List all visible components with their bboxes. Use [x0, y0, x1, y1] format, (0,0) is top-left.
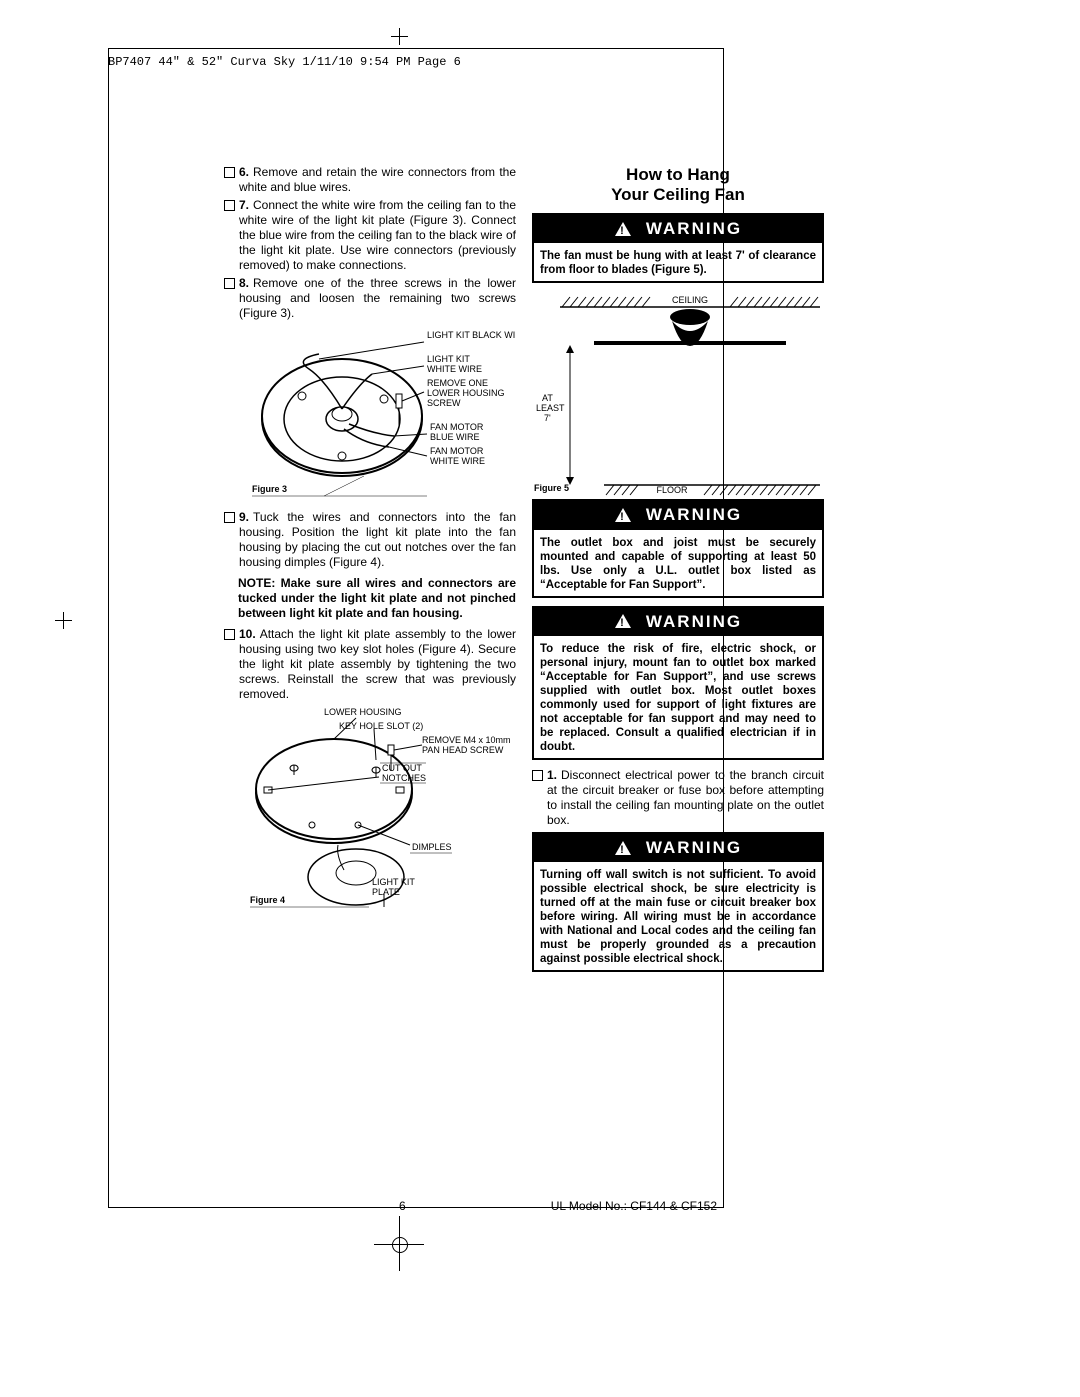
warning-icon: ! [614, 507, 632, 523]
step-num: 1. [547, 768, 557, 782]
warning-bar: ! WARNING [534, 215, 822, 243]
warning-icon: ! [614, 613, 632, 629]
step-num: 7. [239, 198, 249, 212]
model-number: UL Model No.: CF144 & CF152 [551, 1199, 717, 1213]
svg-text:REMOVE ONELOWER HOUSINGSCREW: REMOVE ONELOWER HOUSINGSCREW [427, 378, 505, 408]
note-text: NOTE: Make sure all wires and connectors… [238, 576, 516, 621]
svg-text:!: ! [620, 617, 626, 629]
page-number: 6 [399, 1199, 406, 1213]
crop-left-v [63, 612, 64, 629]
left-column: 6.Remove and retain the wire connectors … [224, 165, 516, 980]
svg-text:Figure 5: Figure 5 [534, 483, 569, 493]
warning-label: WARNING [646, 611, 742, 632]
svg-text:LOWER HOUSING: LOWER HOUSING [324, 707, 402, 717]
svg-text:FLOOR: FLOOR [656, 485, 688, 495]
print-area: 6.Remove and retain the wire connectors … [108, 48, 724, 1208]
svg-text:LIGHT KITWHITE WIRE: LIGHT KITWHITE WIRE [427, 354, 482, 374]
step-text: Remove one of the three screws in the lo… [239, 276, 516, 320]
warning-label: WARNING [646, 837, 742, 858]
step-text: Tuck the wires and connectors into the f… [239, 510, 516, 569]
step-text: Remove and retain the wire connectors fr… [239, 165, 516, 194]
svg-text:LIGHT KITPLATE: LIGHT KITPLATE [372, 877, 415, 897]
svg-text:Figure 3: Figure 3 [252, 484, 287, 494]
reg-circle-bot [392, 1237, 408, 1253]
svg-text:!: ! [620, 844, 626, 856]
svg-text:ATLEAST7': ATLEAST7' [536, 393, 565, 423]
checkbox-icon [224, 167, 235, 178]
checkbox-icon [224, 629, 235, 640]
warning-3-text: To reduce the risk of fire, electric sho… [534, 638, 822, 758]
crop-top-h [391, 36, 408, 37]
hang-step-1: 1.Disconnect electrical power to the bra… [532, 768, 824, 828]
checkbox-icon [224, 278, 235, 289]
warning-2-text: The outlet box and joist must be securel… [534, 532, 822, 596]
svg-text:CEILING: CEILING [672, 295, 708, 305]
warning-icon: ! [614, 840, 632, 856]
warning-bar: ! WARNING [534, 501, 822, 529]
warning-label: WARNING [646, 504, 742, 525]
svg-text:CUT OUTNOTCHES: CUT OUTNOTCHES [382, 763, 426, 783]
warning-bar: ! WARNING [534, 834, 822, 862]
step-text: Attach the light kit plate assembly to t… [239, 627, 516, 701]
warning-4: ! WARNING Turning off wall switch is not… [532, 832, 824, 972]
svg-text:!: ! [620, 511, 626, 523]
step-num: 8. [239, 276, 249, 290]
figure-3-svg: LIGHT KIT BLACK WIRE LIGHT KITWHITE WIRE… [224, 324, 516, 510]
svg-text:REMOVE M4 x 10mmPAN HEAD SCREW: REMOVE M4 x 10mmPAN HEAD SCREW [422, 735, 511, 755]
svg-text:DIMPLES: DIMPLES [412, 842, 452, 852]
warning-1: ! WARNING The fan must be hung with at l… [532, 213, 824, 283]
step-text: Disconnect electrical power to the branc… [547, 768, 824, 827]
step-8: 8.Remove one of the three screws in the … [224, 276, 516, 321]
hang-title-1: How to Hang [626, 165, 730, 184]
figure-5-svg: CEILING FLOOR [532, 291, 824, 499]
figure-4-svg: LOWER HOUSING KEY HOLE SLOT (2) REMOVE M… [224, 705, 516, 915]
svg-text:LIGHT KIT BLACK WIRE: LIGHT KIT BLACK WIRE [427, 330, 516, 340]
content-columns: 6.Remove and retain the wire connectors … [224, 165, 826, 980]
svg-text:FAN MOTORWHITE WIRE: FAN MOTORWHITE WIRE [430, 446, 485, 466]
step-10: 10.Attach the light kit plate assembly t… [224, 627, 516, 702]
svg-text:KEY HOLE SLOT (2): KEY HOLE SLOT (2) [339, 721, 423, 731]
checkbox-icon [224, 200, 235, 211]
hang-title-2: Your Ceiling Fan [611, 185, 745, 204]
svg-text:!: ! [620, 225, 626, 237]
step-7: 7.Connect the white wire from the ceilin… [224, 198, 516, 273]
warning-3: ! WARNING To reduce the risk of fire, el… [532, 606, 824, 760]
step-9: 9.Tuck the wires and connectors into the… [224, 510, 516, 570]
warning-4-text: Turning off wall switch is not sufficien… [534, 864, 822, 970]
warning-icon: ! [614, 221, 632, 237]
warning-2: ! WARNING The outlet box and joist must … [532, 499, 824, 597]
step-num: 9. [239, 510, 249, 524]
warning-label: WARNING [646, 218, 742, 239]
step-num: 10. [239, 627, 256, 641]
checkbox-icon [532, 770, 543, 781]
svg-text:FAN MOTORBLUE WIRE: FAN MOTORBLUE WIRE [430, 422, 484, 442]
right-column: How to Hang Your Ceiling Fan ! WARNING T… [532, 165, 824, 980]
warning-1-text: The fan must be hung with at least 7' of… [534, 245, 822, 281]
hang-title: How to Hang Your Ceiling Fan [532, 165, 824, 205]
checkbox-icon [224, 512, 235, 523]
page: BP7407 44" & 52" Curva Sky 1/11/10 9:54 … [0, 0, 1080, 1397]
warning-bar: ! WARNING [534, 608, 822, 636]
step-text: Connect the white wire from the ceiling … [239, 198, 516, 272]
step-num: 6. [239, 165, 249, 179]
svg-text:Figure 4: Figure 4 [250, 895, 285, 905]
step-6: 6.Remove and retain the wire connectors … [224, 165, 516, 195]
